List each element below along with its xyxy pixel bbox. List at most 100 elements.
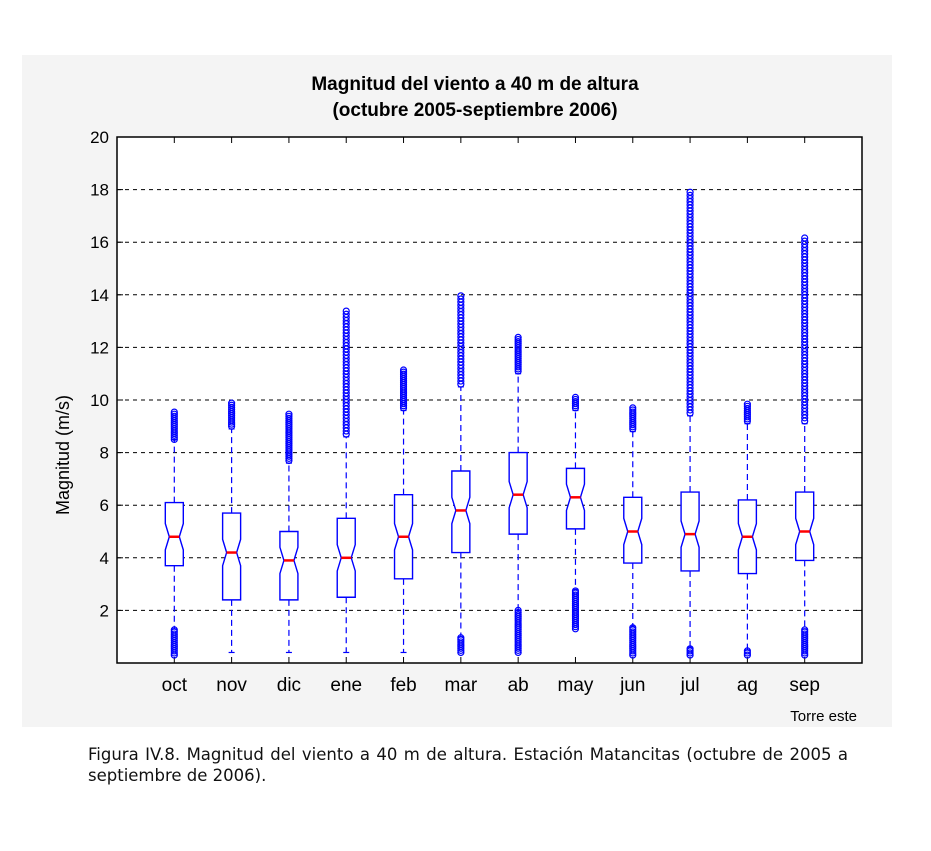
outlier-high	[801, 237, 809, 245]
x-tick-label-feb: feb	[390, 675, 416, 696]
outlier-low	[801, 628, 809, 636]
outlier-high	[571, 397, 580, 406]
box-ene	[336, 307, 356, 654]
y-axis-label: Magnitud (m/s)	[53, 395, 73, 515]
outlier-low	[571, 587, 580, 595]
x-tick-label-nov: nov	[216, 675, 247, 696]
outlier-high	[514, 335, 522, 344]
outlier-low	[629, 628, 637, 636]
box-jul	[680, 188, 700, 659]
box-may	[565, 393, 586, 633]
iqr-box	[794, 491, 815, 562]
y-tick-label: 18	[90, 181, 109, 200]
y-tick-label: 4	[100, 549, 109, 568]
box-mar	[451, 292, 471, 657]
x-tick-label-ab: ab	[508, 675, 529, 696]
outlier-high	[170, 408, 178, 416]
outlier-low	[571, 589, 580, 597]
outlier-low	[170, 628, 178, 636]
outlier-low	[629, 624, 637, 632]
outlier-high	[571, 395, 580, 404]
outlier-high	[399, 368, 408, 376]
iqr-box	[451, 470, 471, 554]
outlier-low	[571, 591, 580, 599]
figure-caption: Figura IV.8. Magnitud del viento a 40 m …	[88, 745, 848, 785]
box-ab	[508, 333, 528, 657]
outlier-high	[285, 412, 293, 420]
outlier-high	[399, 366, 408, 374]
y-tick-label: 6	[100, 496, 109, 515]
x-tick-label-may: may	[558, 675, 594, 696]
outlier-high	[514, 333, 522, 342]
x-tick-label-sep: sep	[789, 675, 820, 696]
outlier-low	[457, 636, 465, 644]
iqr-box	[623, 496, 643, 564]
outlier-low	[514, 611, 522, 619]
outlier-high	[801, 234, 809, 242]
y-tick-label: 2	[100, 601, 109, 620]
outlier-high	[170, 410, 178, 418]
x-tick-label-dic: dic	[277, 675, 301, 696]
outlier-high	[514, 338, 522, 346]
outlier-high	[228, 403, 236, 411]
boxplot-chart: Magnitud del viento a 40 m de altura (oc…	[53, 74, 863, 725]
y-tick-label: 14	[90, 286, 109, 305]
iqr-box	[508, 451, 528, 535]
outlier-high	[629, 408, 637, 416]
outlier-high	[399, 370, 408, 378]
x-tick-label-jul: jul	[680, 675, 700, 696]
outlier-high	[342, 307, 350, 315]
outlier-low	[457, 638, 465, 646]
outlier-low	[743, 647, 751, 655]
box-sep	[794, 234, 815, 659]
outlier-high	[457, 292, 465, 300]
outlier-high	[285, 410, 293, 418]
outlier-high	[228, 399, 236, 407]
y-tick-label: 12	[90, 338, 109, 357]
outlier-high	[686, 191, 694, 199]
iqr-box	[680, 491, 700, 572]
outlier-high	[285, 414, 293, 423]
iqr-box	[565, 467, 586, 530]
outlier-low	[743, 651, 751, 659]
outlier-low	[801, 630, 809, 638]
outlier-low	[514, 606, 522, 615]
outlier-high	[571, 393, 580, 401]
outlier-high	[342, 310, 350, 318]
annotation-torre-este: Torre este	[790, 708, 857, 725]
box-ag	[737, 400, 758, 659]
outlier-high	[743, 404, 751, 413]
x-tick-label-jun: jun	[619, 675, 645, 696]
x-tick-label-mar: mar	[444, 675, 477, 696]
y-tick-label: 10	[90, 391, 109, 410]
x-tick-label-ag: ag	[737, 675, 758, 696]
y-tick-label: 16	[90, 233, 109, 252]
outlier-low	[743, 649, 751, 657]
outlier-high	[228, 401, 236, 409]
outlier-high	[686, 188, 694, 196]
x-tick-label-oct: oct	[162, 675, 188, 696]
iqr-box	[164, 501, 185, 567]
chart-subtitle: (octubre 2005-septiembre 2006)	[332, 100, 617, 121]
figure-panel: Magnitud del viento a 40 m de altura (oc…	[22, 55, 892, 727]
outlier-high	[170, 412, 178, 420]
outlier-low	[514, 608, 522, 617]
outlier-low	[686, 647, 694, 655]
box-nov	[221, 399, 242, 654]
chart-title: Magnitud del viento a 40 m de altura	[311, 74, 639, 95]
y-tick-label: 8	[100, 444, 109, 463]
box-oct	[164, 408, 185, 659]
outlier-high	[743, 400, 751, 408]
outlier-low	[170, 630, 178, 638]
outlier-low	[686, 645, 694, 653]
outlier-low	[801, 626, 809, 634]
iqr-box	[279, 530, 299, 601]
outlier-high	[629, 404, 637, 412]
plot-frame	[116, 136, 863, 664]
y-tick-label: 20	[90, 128, 109, 147]
box-jun	[623, 404, 643, 659]
outlier-low	[457, 634, 465, 642]
outlier-low	[629, 626, 637, 634]
outlier-high	[457, 295, 465, 303]
x-tick-label-ene: ene	[330, 675, 362, 696]
